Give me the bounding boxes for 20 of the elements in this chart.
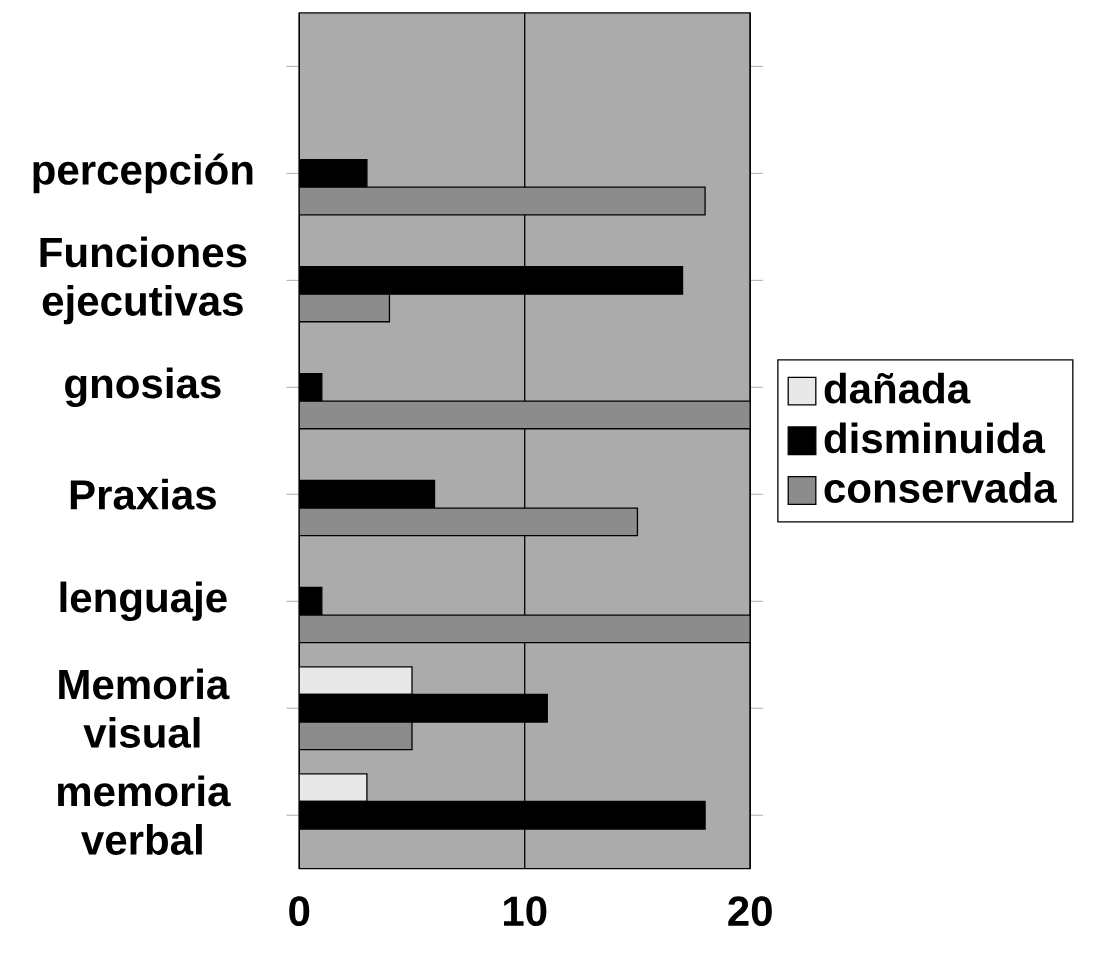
bar <box>299 773 368 802</box>
bar <box>299 666 413 696</box>
bar <box>299 614 751 644</box>
bar <box>299 186 706 216</box>
x-tick-label: 10 <box>503 896 547 927</box>
x-tick-label: 20 <box>728 896 772 927</box>
y-tick-label: percepción <box>33 153 253 194</box>
y-tick-label: gnosias <box>65 367 221 407</box>
bar <box>299 293 391 323</box>
bar <box>299 400 751 430</box>
legend-label: conservada <box>824 472 1057 503</box>
legend-label: dañada <box>824 372 971 404</box>
y-tick-label: Funciones ejecutivas <box>40 236 247 325</box>
y-tick-label: Praxias <box>70 478 216 510</box>
y-tick-label: memoria verbal <box>58 775 231 855</box>
x-tick-label: 0 <box>289 896 310 927</box>
y-tick-label: lenguaje <box>60 581 227 621</box>
legend-label: disminuida <box>824 422 1046 454</box>
bar <box>299 507 639 537</box>
bar <box>299 721 413 751</box>
